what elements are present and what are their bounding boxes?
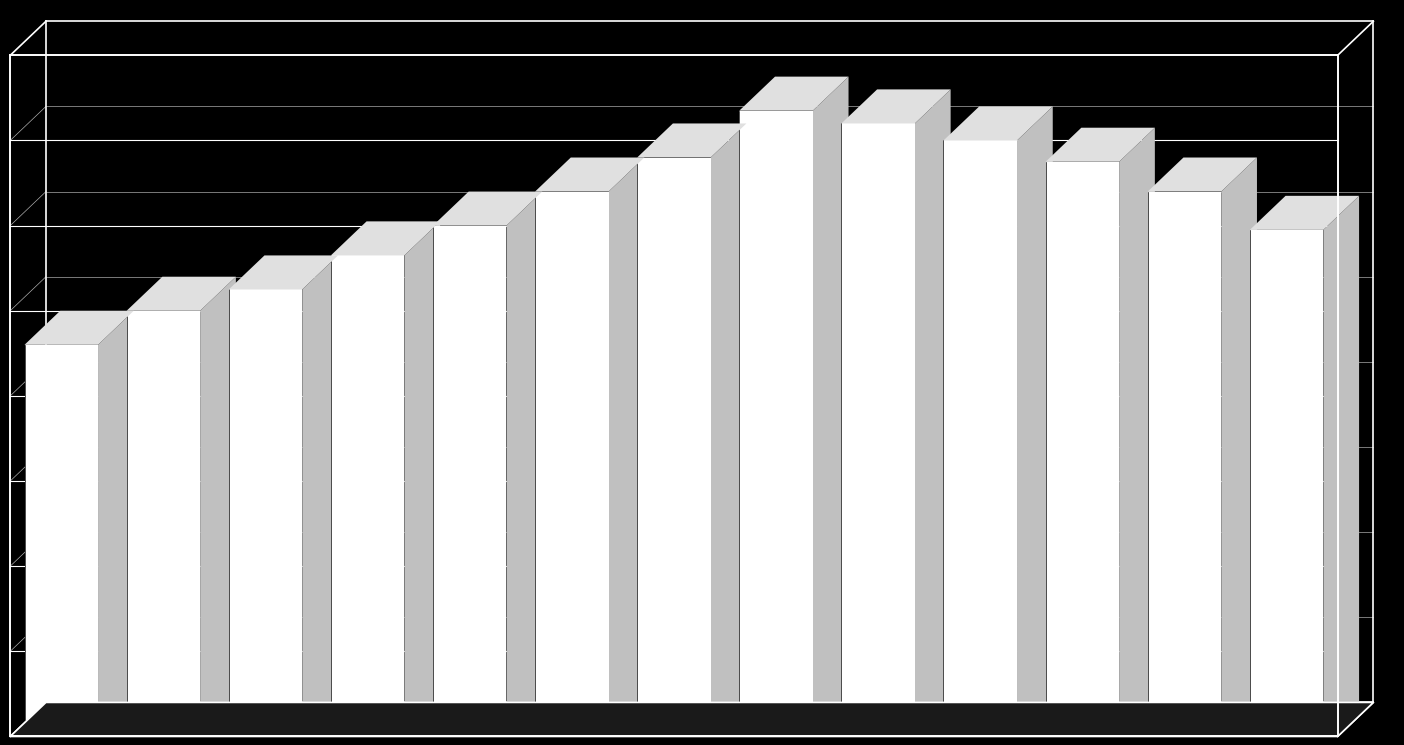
Polygon shape (302, 256, 338, 703)
Bar (229, 290, 302, 737)
Polygon shape (10, 703, 1373, 737)
Polygon shape (24, 311, 133, 345)
Bar (126, 311, 201, 737)
Bar (24, 345, 98, 737)
Polygon shape (1016, 107, 1053, 703)
Polygon shape (1119, 127, 1155, 703)
Bar (535, 191, 608, 737)
Polygon shape (432, 191, 542, 226)
Polygon shape (637, 124, 747, 157)
Bar (637, 157, 710, 737)
Bar (1250, 230, 1324, 737)
Polygon shape (98, 311, 133, 703)
Polygon shape (1250, 196, 1359, 230)
Polygon shape (915, 89, 951, 703)
Polygon shape (943, 107, 1053, 141)
Bar (432, 226, 507, 737)
Bar (1046, 162, 1119, 737)
Polygon shape (126, 276, 236, 311)
Bar (1147, 191, 1221, 737)
Polygon shape (740, 77, 848, 111)
Polygon shape (1147, 157, 1257, 191)
Bar (943, 141, 1016, 737)
Polygon shape (201, 276, 236, 703)
Polygon shape (404, 221, 439, 703)
Polygon shape (841, 89, 951, 124)
Bar (841, 124, 915, 737)
Polygon shape (1046, 127, 1155, 162)
Polygon shape (535, 157, 644, 191)
Polygon shape (507, 191, 542, 703)
Polygon shape (1221, 157, 1257, 703)
Polygon shape (710, 124, 747, 703)
Polygon shape (813, 77, 848, 703)
Polygon shape (1324, 196, 1359, 703)
Polygon shape (229, 256, 338, 290)
Bar (740, 111, 813, 737)
Polygon shape (331, 221, 439, 256)
Bar (331, 256, 404, 737)
Polygon shape (608, 157, 644, 703)
